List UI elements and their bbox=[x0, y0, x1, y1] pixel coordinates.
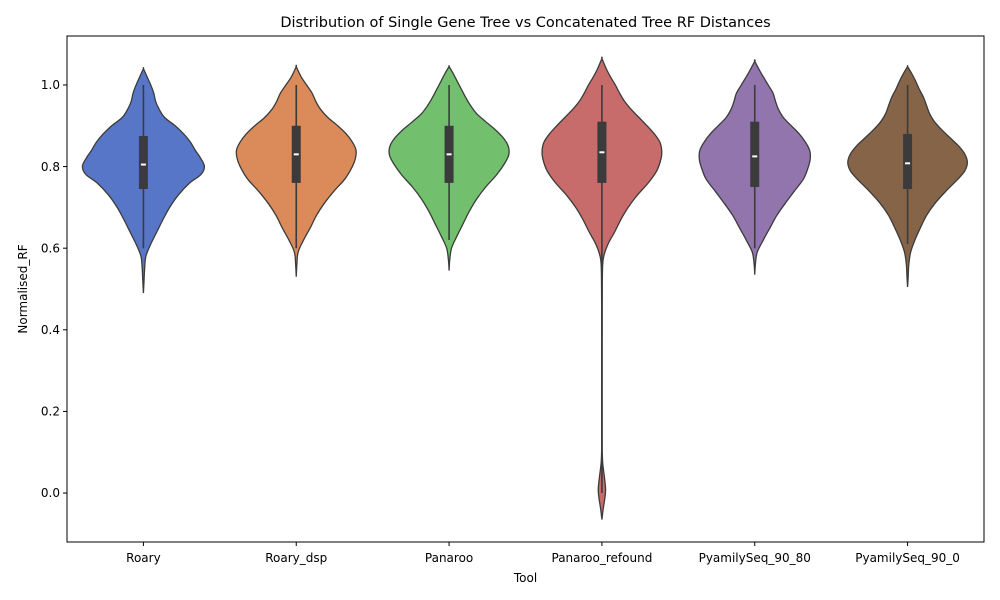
y-tick-label-4: 0.8 bbox=[41, 160, 60, 174]
x-tick-label-4: PyamilySeq_90_80 bbox=[699, 551, 811, 565]
x-tick-label-5: PyamilySeq_90_0 bbox=[855, 551, 960, 565]
violins-layer bbox=[81, 56, 969, 520]
x-tick-label-0: Roary bbox=[126, 551, 161, 565]
x-tick-label-2: Panaroo bbox=[425, 551, 473, 565]
y-axis: 0.0 0.2 0.4 0.6 0.8 1.0 bbox=[41, 78, 67, 500]
chart-title: Distribution of Single Gene Tree vs Conc… bbox=[280, 15, 770, 31]
boxes-layer bbox=[138, 84, 913, 494]
x-tick-label-1: Roary_dsp bbox=[265, 551, 327, 565]
y-axis-label: Normalised_RF bbox=[16, 244, 30, 333]
x-tick-label-3: Panaroo_refound bbox=[552, 551, 653, 565]
y-tick-label-5: 1.0 bbox=[41, 78, 60, 92]
y-tick-label-0: 0.0 bbox=[41, 486, 60, 500]
x-axis-label: Tool bbox=[513, 571, 537, 585]
plot-frame bbox=[66, 35, 985, 543]
y-tick-label-3: 0.6 bbox=[41, 241, 60, 255]
x-axis: Roary Roary_dsp Panaroo Panaroo_refound Pyam… bbox=[126, 542, 960, 565]
iqr-box-Roary bbox=[138, 135, 148, 190]
y-tick-label-2: 0.4 bbox=[41, 323, 60, 337]
iqr-box-PyamilySeq_90_80 bbox=[750, 121, 760, 187]
iqr-box-PyamilySeq_90_0 bbox=[903, 133, 913, 190]
y-tick-label-1: 0.2 bbox=[41, 405, 60, 419]
